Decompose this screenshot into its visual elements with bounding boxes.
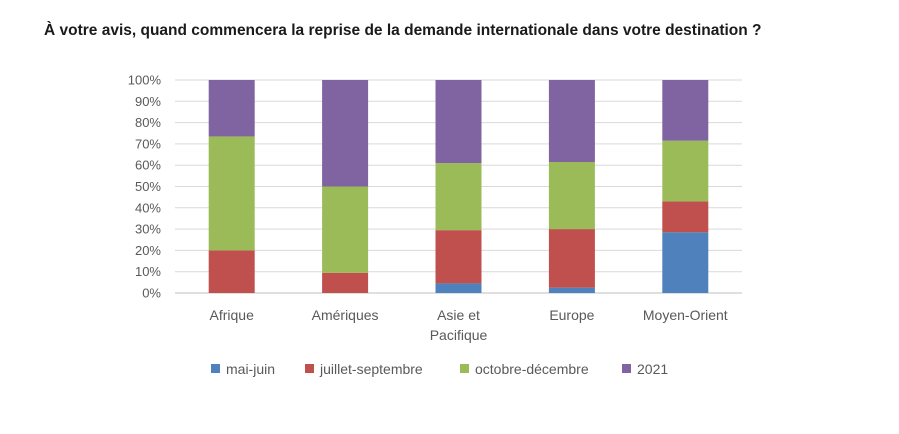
legend-label: 2021 [637, 361, 668, 377]
y-tick-label: 60% [135, 158, 161, 173]
x-tick-label: Asie et [437, 307, 480, 323]
legend-swatch [460, 364, 469, 373]
x-tick-label: Moyen-Orient [643, 307, 728, 323]
legend-label: juillet-septembre [319, 361, 423, 377]
y-tick-label: 10% [135, 264, 161, 279]
bar-segment [435, 283, 482, 293]
legend-swatch [305, 364, 314, 373]
legend-swatch [622, 364, 631, 373]
bar-segment [548, 287, 595, 293]
legend-label: mai-juin [226, 361, 275, 377]
bar-segment [322, 186, 369, 273]
y-tick-label: 40% [135, 200, 161, 215]
bar-segment [662, 140, 709, 202]
bar-segment [662, 232, 709, 293]
bar-segment [548, 80, 595, 163]
bar-segment [322, 272, 369, 293]
x-tick-label: Afrique [210, 307, 255, 323]
bar-segment [435, 80, 482, 164]
x-tick-label: Amériques [312, 307, 379, 323]
bar-segment [662, 80, 709, 141]
bar-segment [662, 201, 709, 233]
legend-swatch [211, 364, 220, 373]
y-tick-label: 90% [135, 94, 161, 109]
bar-segment [548, 162, 595, 230]
y-tick-label: 0% [142, 286, 161, 301]
bar-segment [435, 163, 482, 231]
bar-segment [322, 80, 369, 187]
y-tick-label: 50% [135, 179, 161, 194]
y-tick-label: 30% [135, 222, 161, 237]
y-tick-label: 70% [135, 136, 161, 151]
bar-segment [435, 230, 482, 284]
bar-segment [208, 80, 255, 137]
legend-label: octobre-décembre [475, 361, 589, 377]
x-tick-label: Europe [549, 307, 594, 323]
x-tick-label: Pacifique [430, 327, 488, 343]
bar-segment [548, 229, 595, 288]
y-tick-label: 100% [128, 73, 162, 88]
bar-segment [208, 250, 255, 293]
chart-title: À votre avis, quand commencera la repris… [44, 22, 762, 39]
bar-segment [208, 136, 255, 251]
y-tick-label: 80% [135, 115, 161, 130]
y-tick-label: 20% [135, 243, 161, 258]
